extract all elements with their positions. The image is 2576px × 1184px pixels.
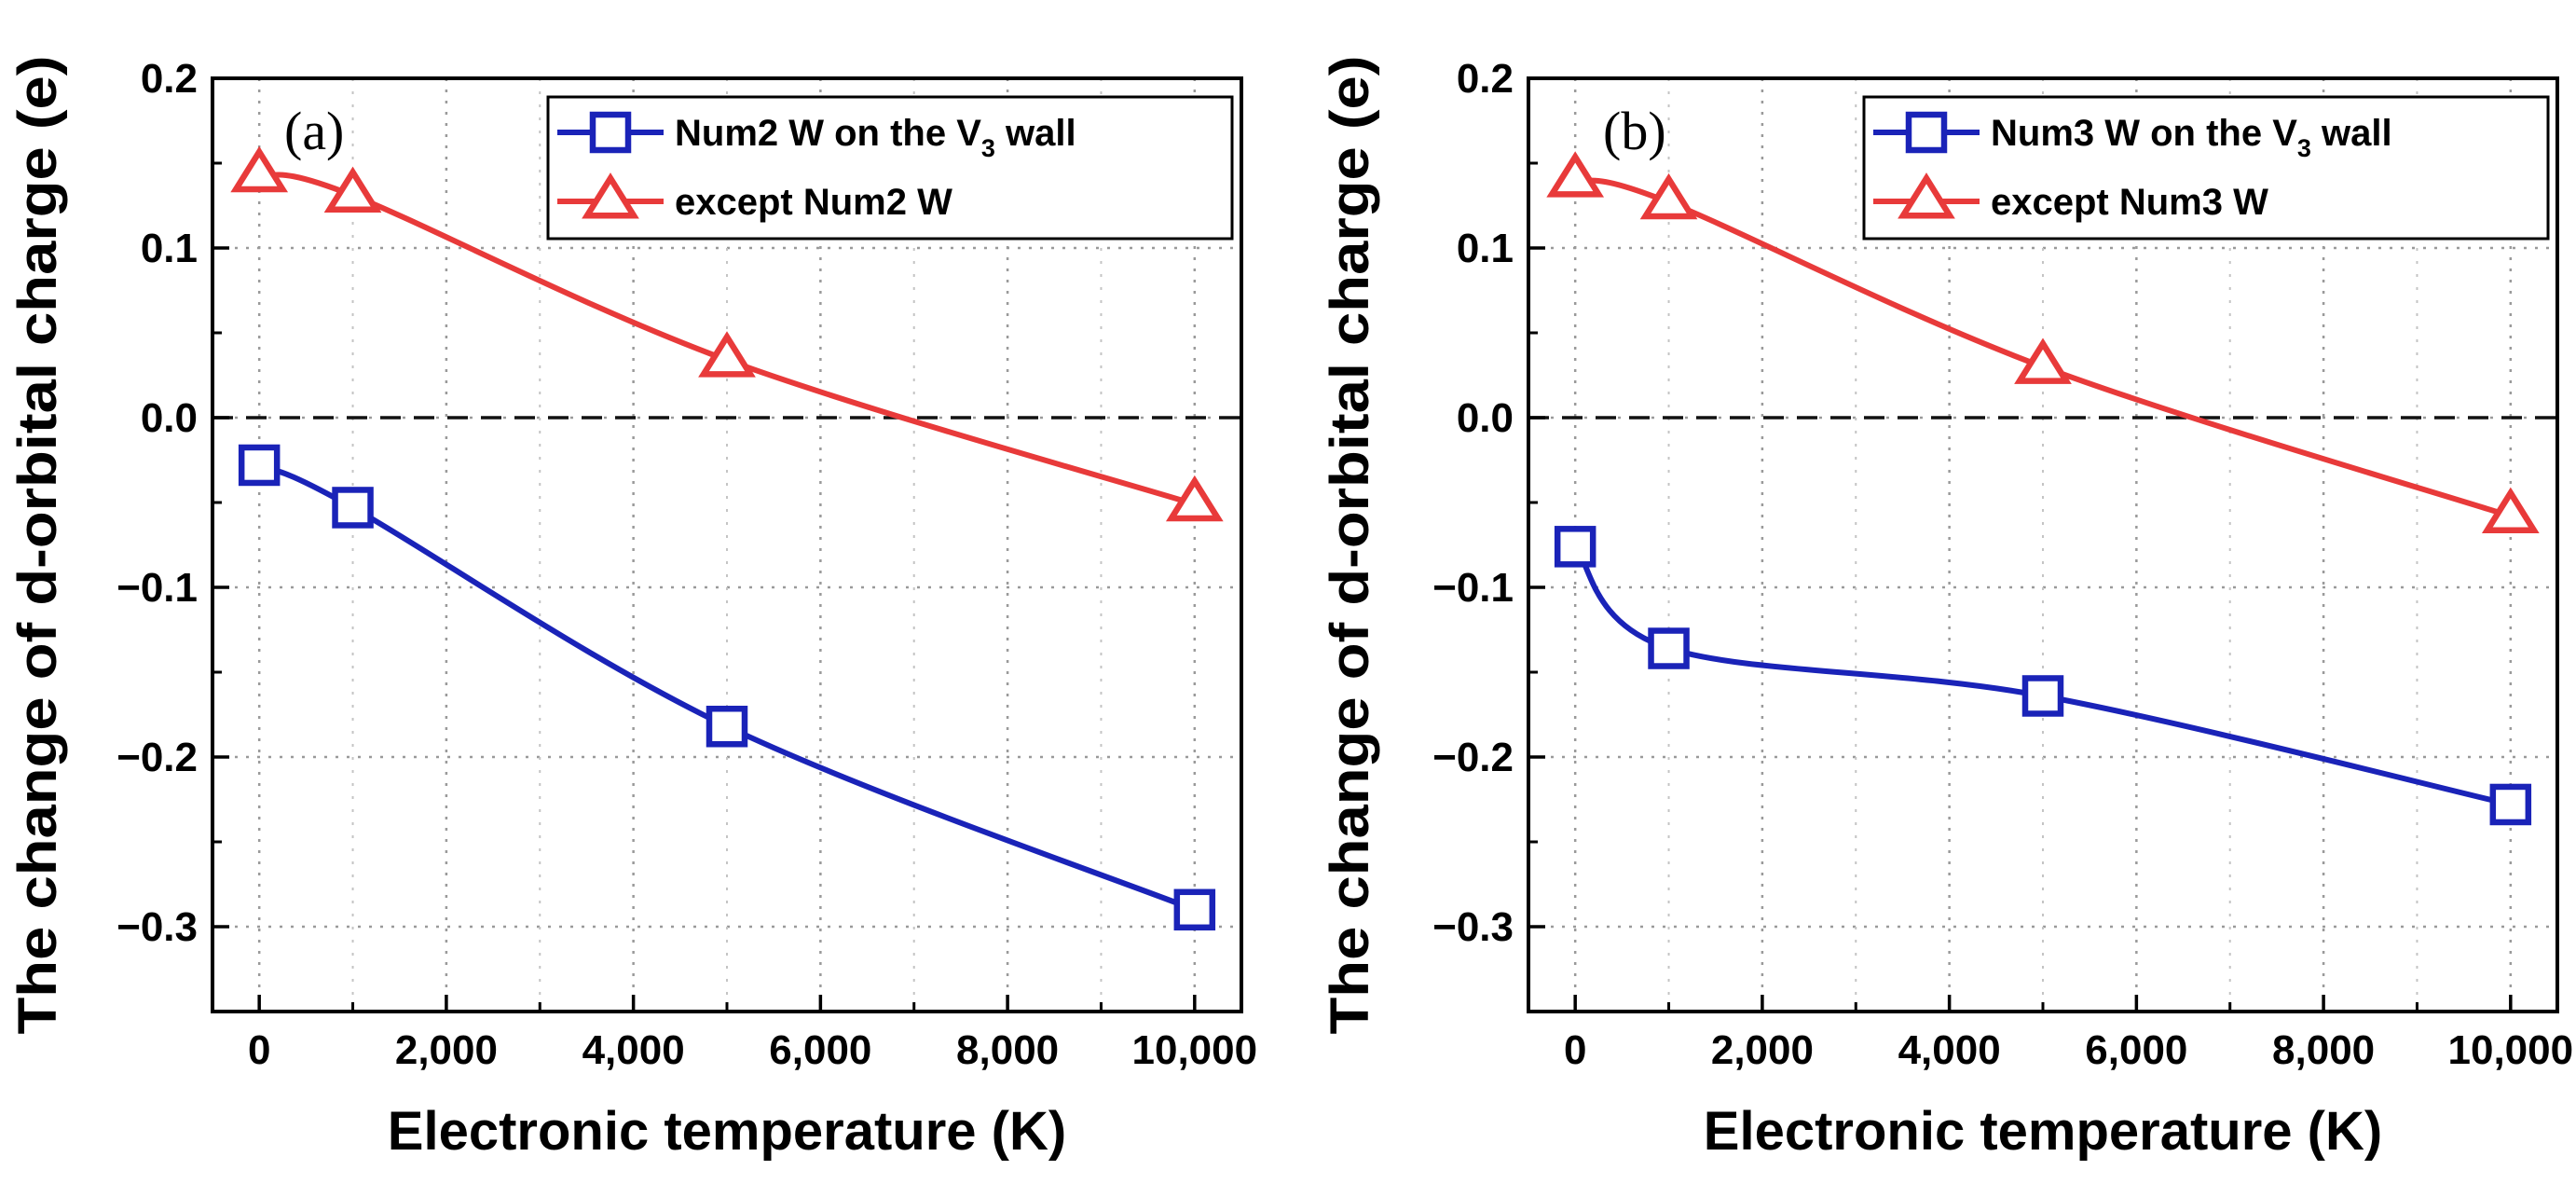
panel-label: (b) (1603, 101, 1666, 161)
x-tick-label: 4,000 (582, 1027, 685, 1073)
legend: Num2 W on the V3 wall except Num2 W (546, 95, 1234, 241)
data-point-triangle (230, 145, 289, 193)
legend-label-main: Num2 W on the V (675, 113, 981, 154)
x-tick-label: 0 (248, 1027, 270, 1073)
data-point-triangle (1546, 151, 1605, 198)
data-point-square (1554, 526, 1596, 568)
data-point-triangle (2481, 487, 2540, 534)
data-point-square (1648, 627, 1690, 669)
data-point-triangle (698, 331, 756, 378)
data-point-triangle (2014, 337, 2072, 384)
y-tick-label: 0.0 (141, 395, 198, 441)
legend-label-tail: wall (2311, 113, 2392, 154)
y-axis-title: The change of d-orbital charge (e) (1320, 56, 1380, 1035)
y-tick-label: −0.1 (1432, 565, 1514, 611)
data-point-square (332, 487, 374, 529)
y-tick-label: 0.1 (141, 226, 198, 271)
y-tick-label: −0.1 (116, 565, 198, 611)
y-tick-label: 0.2 (1457, 56, 1514, 102)
data-point-square (1173, 888, 1216, 931)
data-point-triangle (323, 166, 382, 213)
y-tick-label: 0.0 (1457, 395, 1514, 441)
legend-label: Num2 W on the V3 wall (675, 113, 1076, 162)
series-line-triangle (1574, 177, 2512, 519)
y-axis-title: The change of d-orbital charge (e) (7, 56, 68, 1035)
x-tick-label: 2,000 (1711, 1027, 1814, 1073)
x-tick-label: 0 (1564, 1027, 1586, 1073)
legend-label-subscript: 3 (981, 134, 995, 162)
legend: Num3 W on the V3 wall except Num3 W (1862, 95, 2550, 241)
legend-label-main: Num3 W on the V (1991, 113, 2297, 154)
legend-marker-triangle (1898, 172, 1955, 219)
data-point-triangle (1165, 475, 1224, 522)
legend-marker-square (1905, 111, 1948, 154)
legend-marker-triangle (582, 172, 639, 219)
legend-label: except Num2 W (675, 182, 952, 223)
legend-box (546, 95, 1234, 241)
x-axis-title: Electronic temperature (K) (388, 1101, 1066, 1162)
legend-box (1862, 95, 2550, 241)
x-axis-title: Electronic temperature (K) (1704, 1101, 2382, 1162)
chart-panel-b: 0 2,000 4,000 6,000 8,000 10,000 0.2 0.1 0.0 −0.1… (1320, 56, 2573, 1163)
x-tick-label: 6,000 (769, 1027, 871, 1073)
chart-panel-a: 0 2,000 4,000 6,000 8,000 10,000 0.2 0.1 0.0 −0.1… (7, 56, 1257, 1163)
x-tick-label: 6,000 (2085, 1027, 2187, 1073)
x-tick-label: 2,000 (395, 1027, 498, 1073)
x-tick-label: 10,000 (1132, 1027, 1258, 1073)
y-tick-label: −0.2 (1432, 735, 1514, 780)
legend-label-main: except Num3 W (1991, 182, 2268, 223)
x-tick-label: 8,000 (2272, 1027, 2375, 1073)
y-tick-label: 0.1 (1457, 226, 1514, 271)
legend-label-subscript: 3 (2297, 134, 2311, 162)
data-point-square (238, 444, 281, 487)
legend-marker-square (589, 111, 632, 154)
plot-frame (1527, 76, 2559, 1013)
plot-frame (211, 76, 1243, 1013)
y-tick-label: −0.3 (1432, 904, 1514, 950)
data-point-square (706, 705, 748, 748)
y-tick-label: 0.2 (141, 56, 198, 102)
x-tick-label: 8,000 (956, 1027, 1059, 1073)
series-line-square (257, 462, 1196, 913)
y-tick-label: −0.3 (116, 904, 198, 950)
series-line-square (1572, 544, 2512, 807)
x-tick-label: 10,000 (2448, 1027, 2574, 1073)
data-point-square (2021, 675, 2064, 717)
panel-label: (a) (284, 101, 344, 161)
data-point-square (2489, 783, 2532, 826)
data-point-triangle (1639, 172, 1698, 220)
x-tick-label: 4,000 (1898, 1027, 2001, 1073)
legend-label: except Num3 W (1991, 182, 2268, 223)
series-line-triangle (258, 172, 1196, 507)
legend-label-tail: wall (995, 113, 1076, 154)
y-tick-label: −0.2 (116, 735, 198, 780)
legend-label-main: except Num2 W (675, 182, 952, 223)
legend-label: Num3 W on the V3 wall (1991, 113, 2392, 162)
